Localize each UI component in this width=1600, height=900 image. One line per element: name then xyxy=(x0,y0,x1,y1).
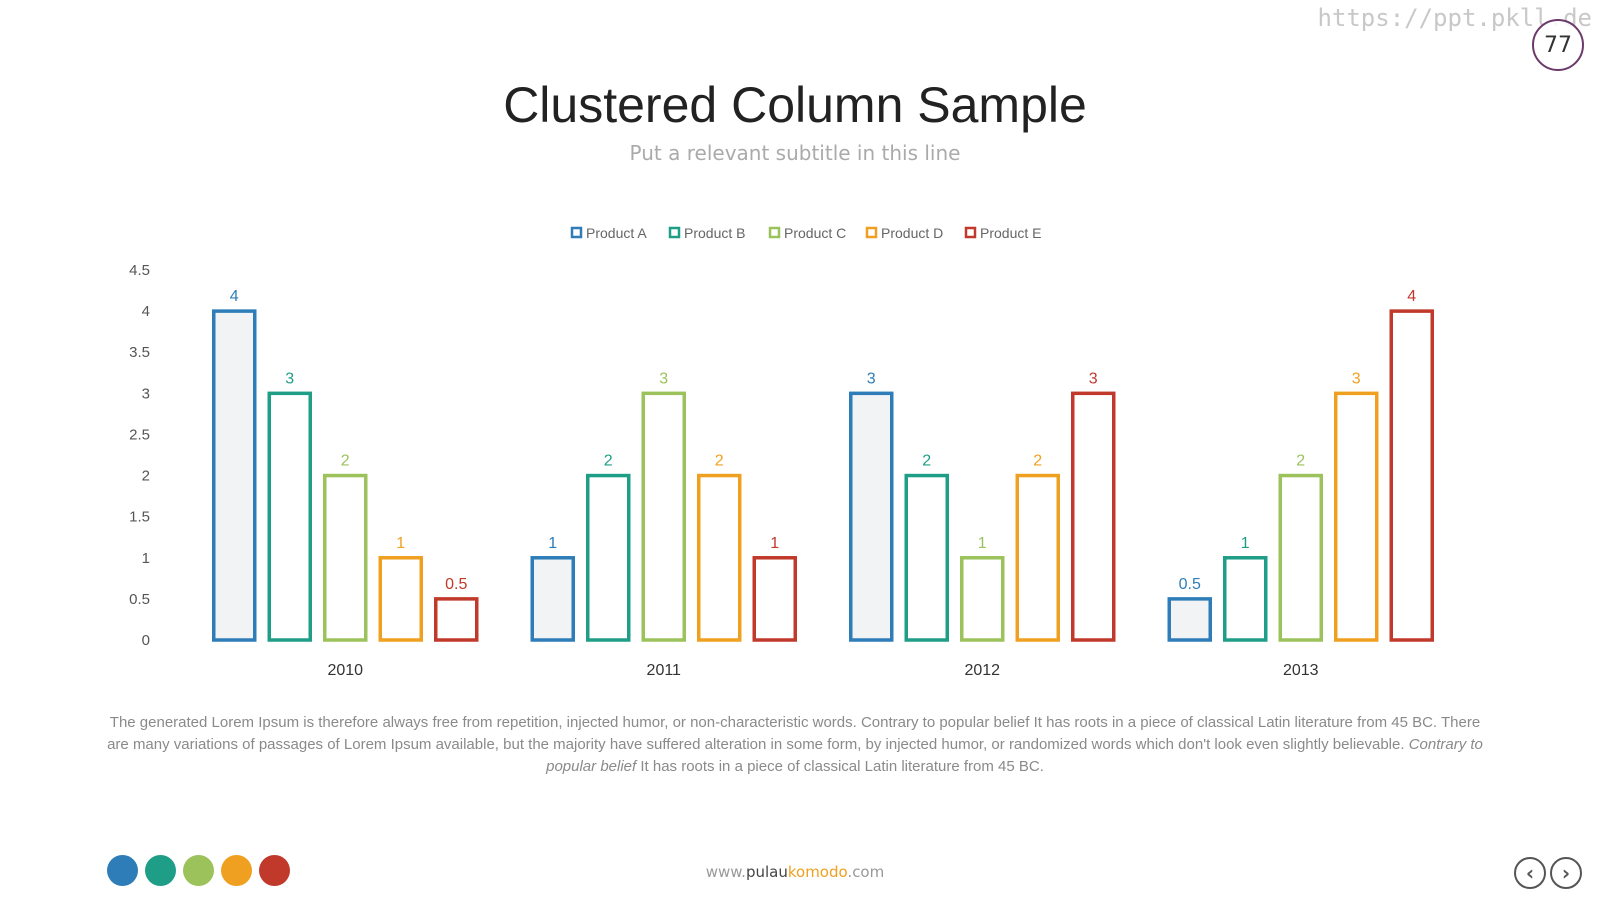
bar xyxy=(849,391,894,642)
bar xyxy=(267,391,312,642)
data-label: 2 xyxy=(1033,453,1042,470)
legend-entry: Product B xyxy=(684,225,745,241)
y-tick-label: 1.5 xyxy=(129,509,150,526)
color-dot-3 xyxy=(183,855,214,886)
legend-swatch xyxy=(570,226,583,239)
bar xyxy=(1071,391,1116,642)
data-label: 4 xyxy=(1407,288,1416,305)
bar xyxy=(1167,597,1212,642)
y-tick-label: 3.5 xyxy=(129,344,150,361)
footer-url-accent: komodo xyxy=(787,863,848,881)
bar xyxy=(434,597,479,642)
bar xyxy=(697,473,742,642)
bar xyxy=(530,556,575,642)
bar xyxy=(1334,391,1379,642)
data-label: 1 xyxy=(548,535,557,552)
data-label: 2 xyxy=(922,453,931,470)
slide-nav: ‹ › xyxy=(1514,857,1582,889)
y-tick-label: 0 xyxy=(142,632,150,649)
data-label: 2 xyxy=(715,453,724,470)
x-tick-label: 2013 xyxy=(1283,662,1319,679)
data-label: 3 xyxy=(867,370,876,387)
y-tick-label: 2.5 xyxy=(129,426,150,443)
y-tick-label: 3 xyxy=(142,385,150,402)
footer-url-suffix: .com xyxy=(847,863,885,881)
bar xyxy=(1223,556,1268,642)
bar xyxy=(1015,473,1060,642)
bar xyxy=(1389,309,1434,642)
body-text-part-2: It has roots in a piece of classical Lat… xyxy=(636,758,1044,775)
legend-swatch xyxy=(865,226,878,239)
bar xyxy=(323,473,368,642)
bar xyxy=(1278,473,1323,642)
x-tick-label: 2012 xyxy=(964,662,1000,679)
data-label: 3 xyxy=(1352,370,1361,387)
y-tick-label: 4 xyxy=(142,303,150,320)
body-text-part-1: The generated Lorem Ipsum is therefore a… xyxy=(107,714,1481,753)
body-text-italic: Contrary to popular belief xyxy=(546,736,1483,775)
legend-entry: Product A xyxy=(586,225,647,241)
data-label: 1 xyxy=(978,535,987,552)
bar xyxy=(212,309,257,642)
data-label: 2 xyxy=(1296,453,1305,470)
y-tick-label: 1 xyxy=(142,550,150,567)
legend-entry: Product E xyxy=(980,225,1041,241)
slide-number-badge: 77 xyxy=(1532,19,1584,71)
color-dots xyxy=(107,855,290,886)
data-label: 1 xyxy=(396,535,405,552)
data-label: 4 xyxy=(230,288,239,305)
footer-url[interactable]: www.pulaukomodo.com xyxy=(0,863,1590,881)
data-label: 2 xyxy=(604,453,613,470)
legend-entry: Product D xyxy=(881,225,943,241)
x-tick-label: 2011 xyxy=(647,662,682,679)
color-dot-1 xyxy=(107,855,138,886)
data-label: 0.5 xyxy=(1179,576,1201,593)
page-title: Clustered Column Sample xyxy=(503,77,1087,133)
legend-swatch xyxy=(964,226,977,239)
color-dot-4 xyxy=(221,855,252,886)
bar xyxy=(752,556,797,642)
x-tick-label: 2010 xyxy=(327,662,363,679)
bar xyxy=(378,556,423,642)
clustered-column-chart: 0 0.5 1 1.5 2 2.5 3 3.5 4 4.5 4 3 2 1 0.5 2010 1 2 3 2 1 2011… xyxy=(129,225,1434,679)
bar xyxy=(641,391,686,642)
chevron-right-icon: › xyxy=(1561,861,1571,885)
body-paragraph: The generated Lorem Ipsum is therefore a… xyxy=(100,712,1490,778)
bar xyxy=(960,556,1005,642)
color-dot-2 xyxy=(145,855,176,886)
data-label: 1 xyxy=(1241,535,1250,552)
legend-entry: Product C xyxy=(784,225,846,241)
footer-url-strong: pulau xyxy=(745,863,788,881)
color-dot-5 xyxy=(259,855,290,886)
data-label: 0.5 xyxy=(445,576,467,593)
data-label: 3 xyxy=(285,370,294,387)
page-subtitle: Put a relevant subtitle in this line xyxy=(629,141,961,165)
data-label: 3 xyxy=(1089,370,1098,387)
y-tick-label: 4.5 xyxy=(129,262,150,279)
bar xyxy=(904,473,949,642)
legend-swatch xyxy=(768,226,781,239)
legend-swatch xyxy=(668,226,681,239)
data-label: 1 xyxy=(770,535,779,552)
chevron-left-icon: ‹ xyxy=(1525,861,1535,885)
prev-slide-button[interactable]: ‹ xyxy=(1514,857,1546,889)
y-tick-label: 0.5 xyxy=(129,591,150,608)
data-label: 3 xyxy=(659,370,668,387)
next-slide-button[interactable]: › xyxy=(1550,857,1582,889)
y-tick-label: 2 xyxy=(142,468,150,485)
data-label: 2 xyxy=(341,453,350,470)
bar xyxy=(586,473,631,642)
footer-url-prefix: www. xyxy=(705,863,746,881)
